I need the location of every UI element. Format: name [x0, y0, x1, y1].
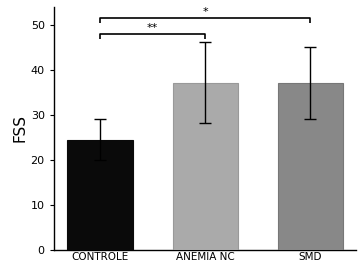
Text: *: * — [202, 7, 208, 17]
Bar — [278, 83, 343, 250]
Bar — [67, 140, 132, 250]
Text: **: ** — [147, 23, 158, 33]
Bar — [173, 83, 237, 250]
Y-axis label: FSS: FSS — [13, 114, 28, 142]
